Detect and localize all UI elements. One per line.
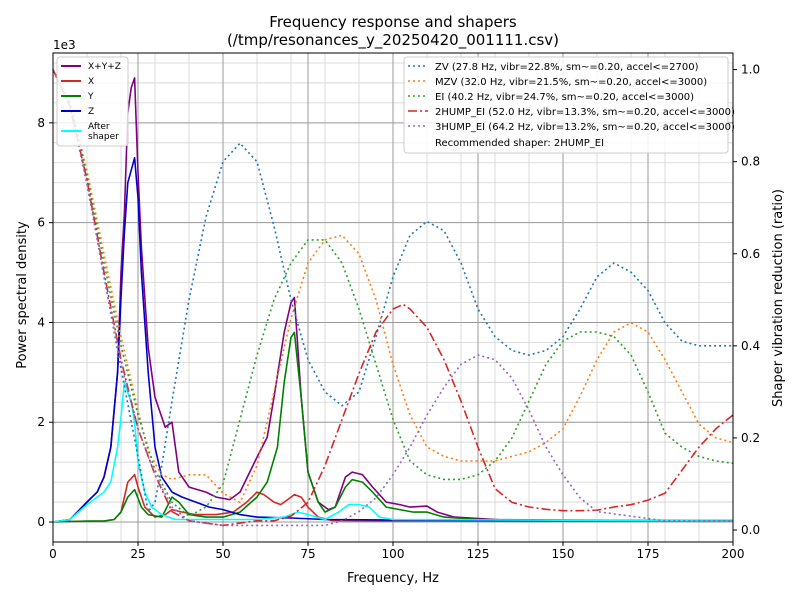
y2-axis-label: Shaper vibration reduction (ratio) [771, 189, 786, 407]
x-tick-label: 75 [300, 547, 315, 561]
shaper-line-ei [52, 69, 734, 518]
y2-tick-label: 0.4 [741, 339, 760, 353]
legend-label-after-shaper: After [88, 122, 110, 132]
y2-tick-label: 0.2 [741, 431, 760, 445]
x-tick-label: 0 [49, 547, 57, 561]
y-tick-label: 0 [37, 515, 45, 529]
shaper-lines [52, 69, 734, 527]
chart-subtitle: (/tmp/resonances_y_20250420_001111.csv) [227, 31, 559, 50]
y2-tick-label: 0.0 [741, 523, 760, 537]
legend-label-2hump-ei: 2HUMP_EI (52.0 Hz, vibr=13.3%, sm~=0.20,… [435, 107, 735, 118]
axis-ticks: 0 25 50 75 100 125 150 175 200 0 2 4 6 8 0.0 0.2 0.4 0.6 0… [37, 63, 760, 561]
x-tick-label: 50 [215, 547, 230, 561]
x-tick-label: 150 [552, 547, 575, 561]
x-tick-label: 200 [722, 547, 745, 561]
y-multiplier-label: 1e3 [53, 38, 76, 52]
y2-tick-label: 1.0 [741, 63, 760, 77]
psd-line-y [52, 331, 734, 523]
legend-label-x-y-z: X+Y+Z [88, 62, 121, 72]
y2-tick-label: 0.6 [741, 247, 760, 261]
legend-label-x: X [88, 77, 94, 87]
x-tick-label: 25 [130, 547, 145, 561]
y-tick-label: 6 [37, 216, 45, 230]
y-tick-label: 4 [37, 315, 45, 329]
legend-right-box [403, 56, 729, 154]
x-tick-label: 100 [382, 547, 405, 561]
legend-left-box [56, 56, 129, 147]
legend-label-mzv: MZV (32.0 Hz, vibr=21.5%, sm~=0.20, acce… [435, 77, 707, 88]
x-axis-label: Frequency, Hz [347, 571, 439, 586]
y-axis-label: Power spectral density [15, 221, 30, 369]
chart-title: Frequency response and shapers [269, 13, 517, 31]
psd-lines [52, 77, 734, 523]
legend-label-after-shaper: shaper [88, 132, 119, 142]
shaper-line-zv [52, 69, 733, 514]
y-tick-label: 2 [37, 415, 45, 429]
shaper-line-mzv [52, 69, 734, 504]
x-tick-label: 175 [637, 547, 660, 561]
legend-right: ZV (27.8 Hz, vibr=22.8%, sm~=0.20, accel… [403, 56, 735, 154]
legend-label-z: Z [88, 107, 94, 117]
x-tick-label: 125 [467, 547, 490, 561]
shaper-line-3hump-ei [52, 69, 733, 527]
psd-line-after-shaper [52, 381, 734, 523]
legend-label-3hump-ei: 3HUMP_EI (64.2 Hz, vibr=13.2%, sm~=0.20,… [435, 122, 735, 133]
psd-line-x [52, 473, 733, 523]
psd-line-x-y-z [52, 77, 733, 523]
legend-label-zv: ZV (27.8 Hz, vibr=22.8%, sm~=0.20, accel… [435, 62, 699, 73]
legend-label-y: Y [87, 92, 94, 102]
y-tick-label: 8 [37, 116, 45, 130]
legend-label-ei: EI (40.2 Hz, vibr=24.7%, sm~=0.20, accel… [435, 92, 694, 103]
shaper-line-2hump-ei [52, 69, 734, 527]
y2-tick-label: 0.8 [741, 155, 760, 169]
legend-recommended-shaper: Recommended shaper: 2HUMP_EI [435, 138, 604, 149]
